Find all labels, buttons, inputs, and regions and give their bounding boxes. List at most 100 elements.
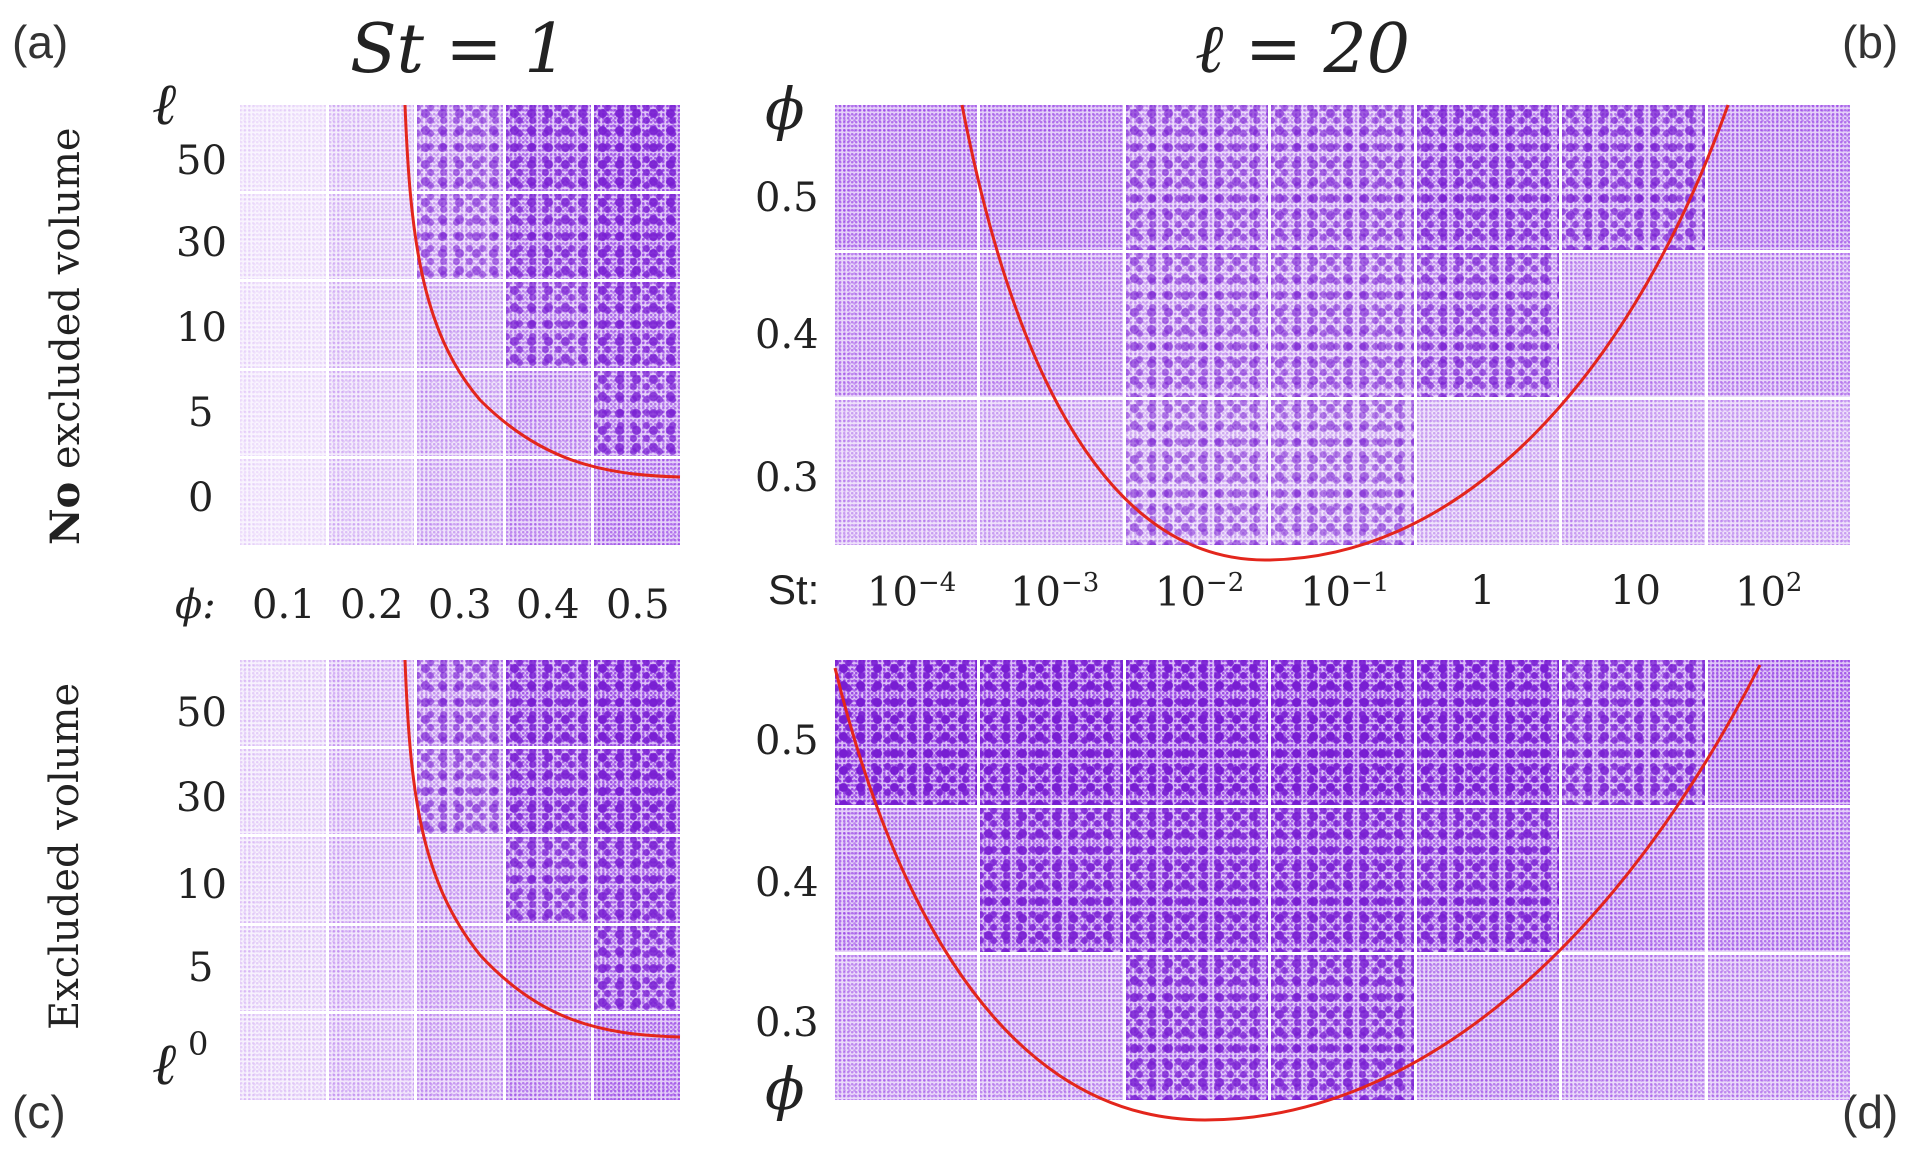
ell-tick-a-0: 0 [188,475,214,521]
snapshot-cell [594,660,680,746]
snapshot-cell [240,748,326,835]
snapshot-cell [417,748,503,835]
snapshot-cell [1271,252,1414,398]
snapshot-cell [594,370,680,457]
st-tick-exp: −4 [917,568,957,598]
snapshot-cell [980,105,1123,250]
snapshot-cell [328,748,415,835]
heatmap-a [240,105,680,545]
st-tick-0: 10−4 [867,568,956,615]
st-tick-base: 10 [1155,569,1206,616]
snapshot-cell [417,459,503,545]
st-tick-base: 10 [1610,568,1661,614]
snapshot-cell [835,807,978,953]
phi-y-tick-b-04: 0.4 [755,312,819,358]
snapshot-cell [328,1014,415,1100]
snapshot-cell [594,282,680,368]
st-tick-6: 102 [1735,568,1802,615]
side-label-top-bold: No [42,481,89,545]
snapshot-cell [980,660,1123,805]
snapshot-cell [594,925,680,1012]
phi-x-tick-01: 0.1 [252,582,316,628]
snapshot-cell [328,105,415,191]
heatmap-c [240,660,680,1100]
ell-tick-a-5: 5 [188,390,214,436]
snapshot-cell [1125,105,1269,250]
snapshot-cell [1707,660,1850,805]
ell-tick-c-50: 50 [176,690,227,736]
st-tick-2: 10−2 [1155,568,1244,615]
snapshot-cell [240,1014,326,1100]
heatmap-d [835,660,1850,1100]
snapshot-cell [594,748,680,835]
snapshot-cell [240,282,326,368]
snapshot-cell [1125,252,1269,398]
phi-x-tick-05: 0.5 [606,582,670,628]
snapshot-cell [1125,955,1269,1100]
snapshot-cell [1271,955,1414,1100]
snapshot-cell [835,660,978,805]
st-tick-base: 10 [1300,569,1351,616]
snapshot-cell [240,193,326,280]
title-right: ℓ = 20 [1195,10,1411,89]
snapshot-cell [505,459,592,545]
snapshot-cell [1707,955,1850,1100]
panel-label-a: (a) [12,16,69,68]
snapshot-cell [1271,400,1414,545]
snapshot-cell [505,925,592,1012]
snapshot-cell [1562,660,1705,805]
snapshot-cell [1707,400,1850,545]
snapshot-cell [1416,807,1560,953]
snapshot-cell [505,105,592,191]
st-tick-base: 1 [1470,568,1496,614]
snapshot-cell [328,370,415,457]
phi-symbol-d: ϕ [765,1055,805,1123]
st-tick-4: 1 [1470,568,1495,614]
st-tick-exp: 2 [1785,568,1803,598]
snapshot-cell [594,105,680,191]
phi-x-prefix: ϕ: [175,582,216,628]
snapshot-cell [1562,252,1705,398]
snapshot-cell [505,282,592,368]
snapshot-cell [1271,660,1414,805]
snapshot-cell [594,193,680,280]
ell-tick-c-5: 5 [188,945,214,991]
st-tick-base: 10 [1010,569,1061,616]
snapshot-cell [328,837,415,923]
snapshot-cell [505,837,592,923]
snapshot-cell [505,1014,592,1100]
panel-label-d: (d) [1842,1086,1899,1138]
snapshot-cell [1416,252,1560,398]
snapshot-cell [980,400,1123,545]
snapshot-cell [240,660,326,746]
snapshot-cell [240,925,326,1012]
snapshot-cell [417,837,503,923]
st-tick-exp: −3 [1060,568,1100,598]
phi-x-tick-04: 0.4 [516,582,580,628]
snapshot-cell [835,400,978,545]
st-tick-exp: −1 [1350,568,1390,598]
ell-tick-c-30: 30 [176,775,227,821]
phi-y-tick-b-05: 0.5 [755,175,819,221]
snapshot-cell [594,459,680,545]
ell-tick-c-10: 10 [176,862,227,908]
phi-symbol-b: ϕ [765,75,805,143]
panel-label-b: (b) [1842,16,1899,68]
snapshot-cell [505,660,592,746]
snapshot-cell [980,807,1123,953]
ell-tick-a-50: 50 [176,138,227,184]
snapshot-cell [835,955,978,1100]
snapshot-cell [328,459,415,545]
snapshot-cell [328,660,415,746]
snapshot-cell [1125,807,1269,953]
snapshot-cell [1562,807,1705,953]
panel-label-c: (c) [12,1086,66,1138]
snapshot-cell [1707,252,1850,398]
snapshot-cell [1125,400,1269,545]
snapshot-cell [1271,105,1414,250]
snapshot-cell [240,370,326,457]
st-tick-base: 10 [1735,569,1786,616]
st-tick-base: 10 [867,569,918,616]
snapshot-cell [1707,807,1850,953]
